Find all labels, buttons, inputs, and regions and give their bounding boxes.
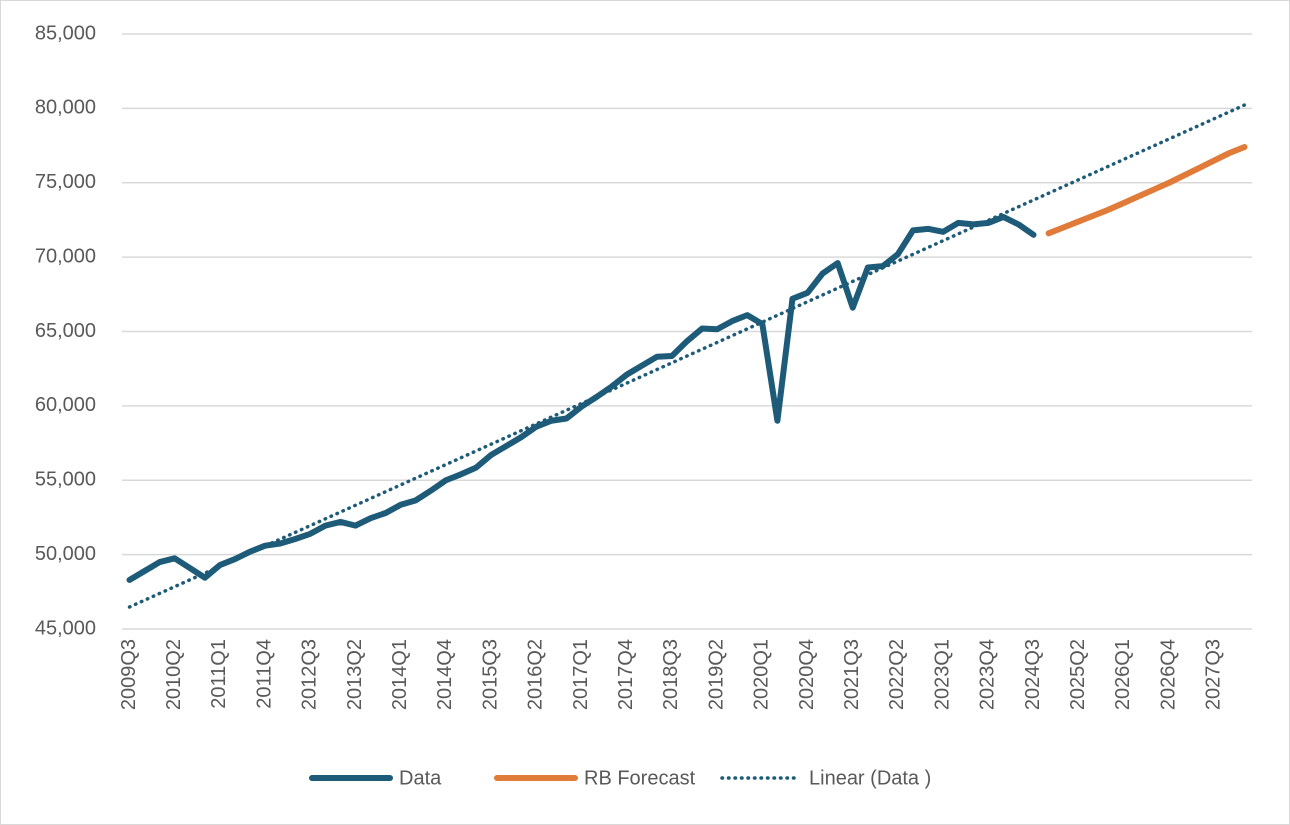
legend-label: Linear (Data ) bbox=[809, 767, 931, 789]
x-tick-label: 2010Q2 bbox=[163, 639, 185, 710]
x-tick-label: 2027Q3 bbox=[1203, 639, 1225, 710]
x-tick-label: 2011Q4 bbox=[253, 639, 275, 709]
y-tick-label: 55,000 bbox=[35, 469, 96, 491]
x-tick-label: 2014Q1 bbox=[389, 639, 411, 710]
x-tick-label: 2013Q2 bbox=[344, 639, 366, 710]
x-tick-label: 2021Q3 bbox=[841, 639, 863, 710]
series-line bbox=[127, 103, 1247, 609]
legend-label: RB Forecast bbox=[584, 767, 696, 789]
y-tick-label: 70,000 bbox=[35, 245, 96, 267]
x-tick-label: 2020Q1 bbox=[751, 639, 773, 710]
x-tick-label: 2015Q3 bbox=[479, 639, 501, 710]
x-tick-label: 2009Q3 bbox=[118, 639, 140, 710]
y-tick-label: 75,000 bbox=[35, 171, 96, 193]
y-tick-label: 65,000 bbox=[35, 320, 96, 342]
x-tick-label: 2022Q2 bbox=[886, 639, 908, 710]
series-line bbox=[126, 213, 1037, 583]
x-tick-label: 2020Q4 bbox=[796, 639, 818, 710]
y-tick-label: 50,000 bbox=[35, 543, 96, 565]
x-tick-label: 2019Q2 bbox=[705, 639, 727, 710]
y-tick-label: 60,000 bbox=[35, 394, 96, 416]
x-tick-label: 2014Q4 bbox=[434, 639, 456, 710]
x-tick-label: 2016Q2 bbox=[525, 639, 547, 710]
y-tick-label: 80,000 bbox=[35, 97, 96, 119]
series-line bbox=[1045, 144, 1248, 237]
x-tick-label: 2017Q1 bbox=[570, 639, 592, 710]
y-tick-label: 45,000 bbox=[35, 617, 96, 639]
x-tick-label: 2025Q2 bbox=[1067, 639, 1089, 710]
x-tick-label: 2023Q4 bbox=[977, 639, 999, 710]
x-tick-label: 2023Q1 bbox=[931, 639, 953, 710]
y-tick-label: 85,000 bbox=[35, 22, 96, 44]
x-tick-label: 2011Q1 bbox=[208, 639, 230, 709]
x-tick-label: 2024Q3 bbox=[1022, 639, 1044, 710]
x-tick-label: 2026Q4 bbox=[1157, 639, 1179, 710]
x-tick-label: 2026Q1 bbox=[1112, 639, 1134, 710]
x-tick-label: 2018Q3 bbox=[660, 639, 682, 710]
legend-label: Data bbox=[399, 767, 442, 789]
x-tick-label: 2017Q4 bbox=[615, 639, 637, 710]
x-tick-label: 2012Q3 bbox=[299, 639, 321, 710]
